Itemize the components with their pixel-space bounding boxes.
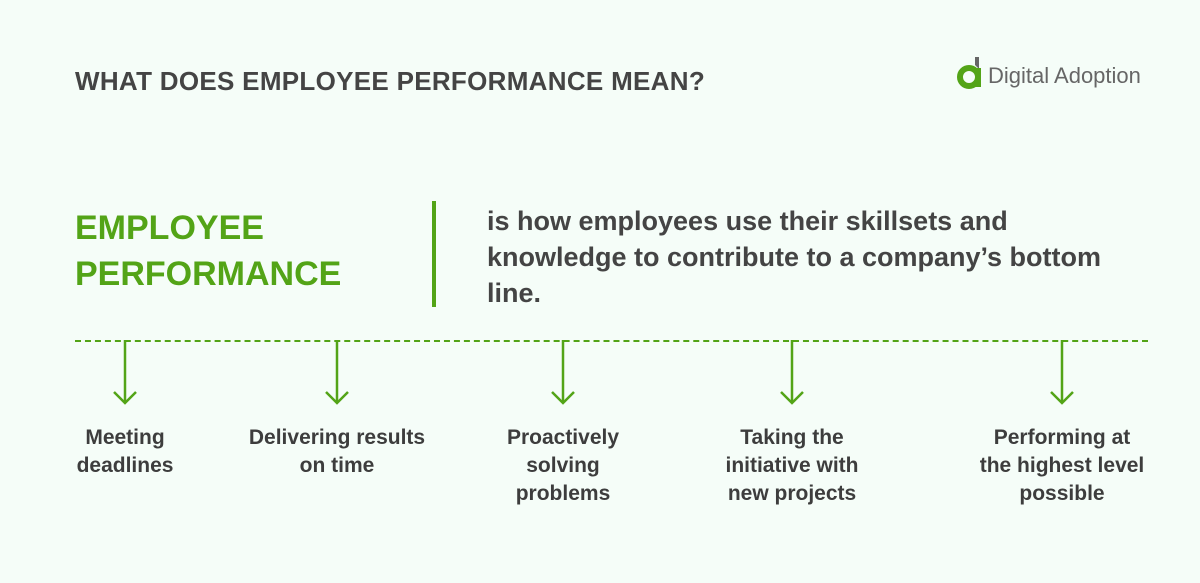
logo-text: Digital Adoption — [988, 63, 1141, 88]
arrow-down-icon — [325, 340, 349, 405]
definition-term: EMPLOYEE PERFORMANCE — [75, 205, 341, 297]
arrow-down-icon — [551, 340, 575, 405]
arrow-down-icon — [113, 340, 137, 405]
page-title: WHAT DOES EMPLOYEE PERFORMANCE MEAN? — [75, 66, 706, 96]
list-item: Performing at the highest level possible — [962, 340, 1162, 508]
item-label: Meeting deadlines — [76, 426, 174, 477]
list-item: Proactively solving problems — [463, 340, 663, 508]
term-line-1: EMPLOYEE — [75, 209, 264, 247]
definition-text: is how employees use their skillsets and… — [487, 206, 1102, 308]
item-label: Proactively solving problems — [506, 426, 620, 505]
divider — [432, 201, 436, 307]
arrow-down-icon — [1050, 340, 1074, 405]
arrow-down-icon — [780, 340, 804, 405]
list-item: Taking the initiative with new projects — [692, 340, 892, 508]
dashed-line — [75, 340, 1148, 342]
digital-adoption-logo-icon — [957, 57, 981, 89]
item-label: Delivering results on time — [248, 426, 426, 477]
item-label: Taking the initiative with new projects — [725, 426, 859, 505]
term-line-2: PERFORMANCE — [75, 255, 342, 293]
item-label: Performing at the highest level possible — [979, 426, 1145, 505]
list-item: Delivering results on time — [237, 340, 437, 480]
logo: Digital Adoption — [957, 57, 1141, 89]
list-item: Meeting deadlines — [25, 340, 225, 480]
